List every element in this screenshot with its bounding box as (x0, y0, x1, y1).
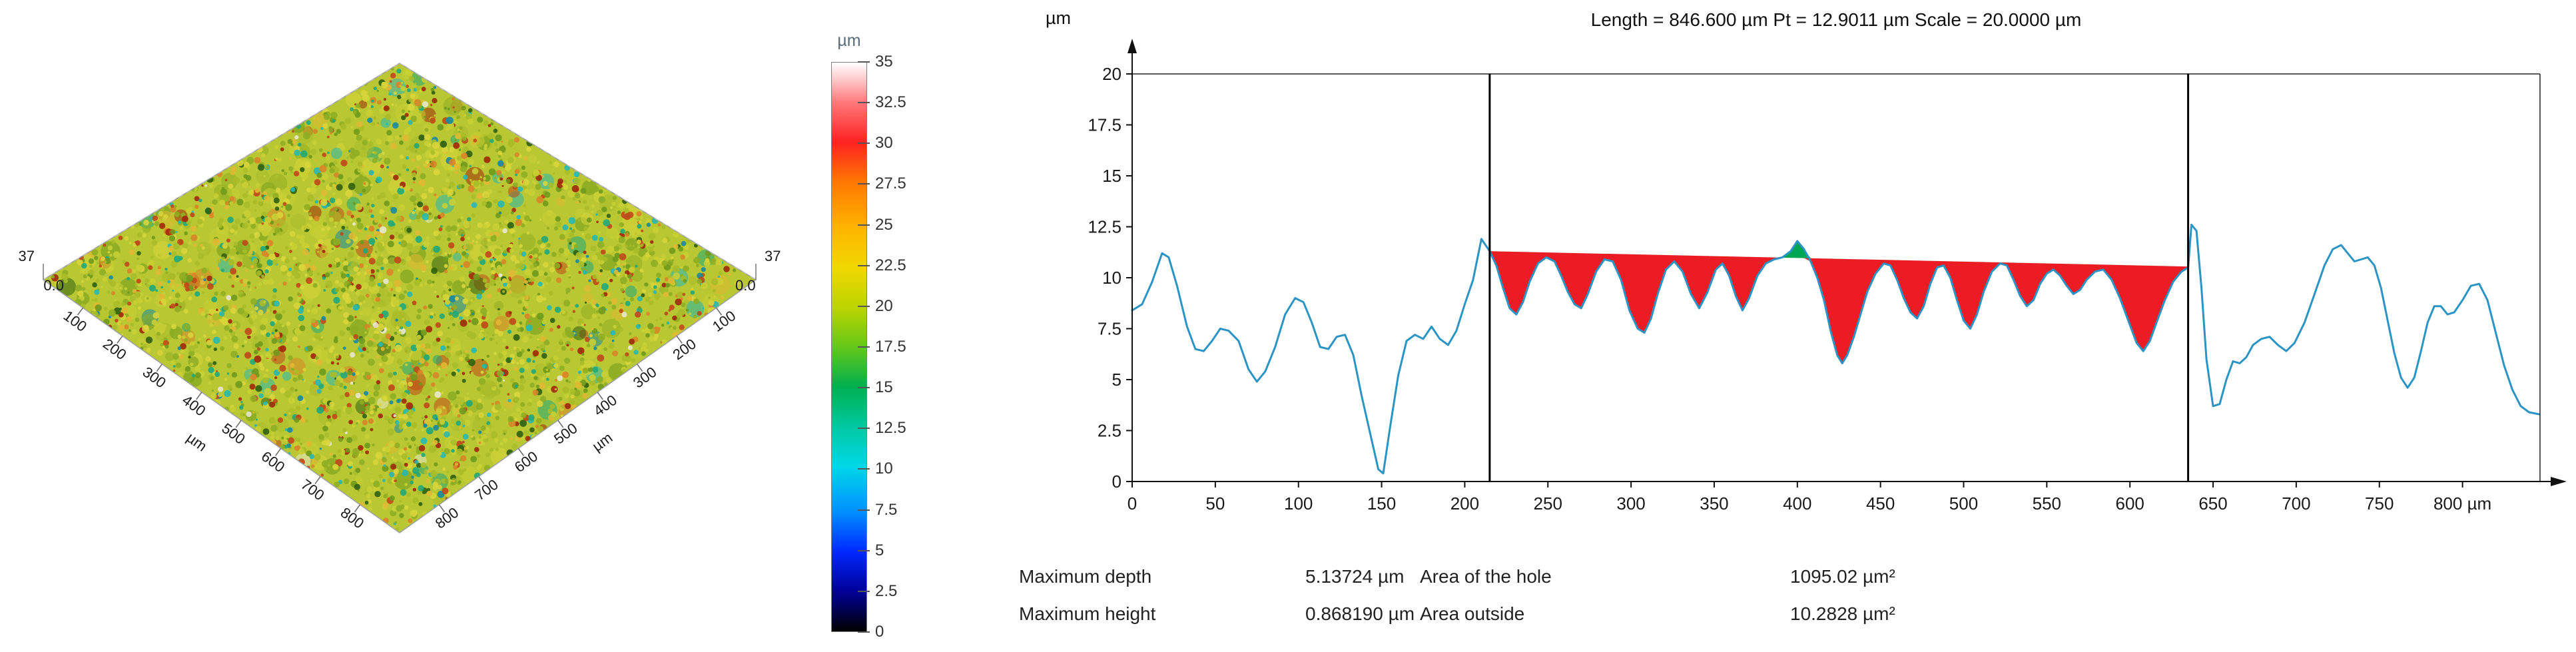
y-edge-tick-label: 400 (591, 392, 620, 420)
x-tick-label: 200 (1450, 493, 1479, 513)
colorbar-tick-label: 2.5 (875, 582, 897, 601)
colorbar-tick-label: 5 (875, 541, 884, 560)
x-edge-tick-label: 100 (61, 307, 90, 335)
z-min-label-right: 0.0 (735, 277, 756, 294)
colorbar-tick-label: 35 (875, 53, 893, 71)
z-max-label-right: 37 (765, 248, 781, 264)
colorbar-ticks: 35 32.5 30 27.5 25 22.5 20 17.5 15 12.5 10 7.5 5 2.5 0 (831, 62, 955, 632)
y-tick-label: 7.5 (1098, 319, 1122, 339)
colorbar-tick (858, 224, 870, 226)
colorbar-tick (858, 387, 870, 388)
colorbar-tick-label: 20 (875, 297, 893, 316)
colorbar-tick-label: 7.5 (875, 501, 897, 519)
y-tick-label: 10 (1102, 268, 1122, 288)
x-edge-tick-label: 700 (298, 476, 327, 504)
x-tick-label: 300 (1616, 493, 1645, 513)
colorbar-tick (858, 468, 870, 470)
z-max-label-left: 37 (19, 248, 35, 264)
colorbar-tick-label: 22.5 (875, 256, 906, 275)
colorbar-tick-label: 30 (875, 134, 893, 153)
colorbar-tick-label: 10 (875, 460, 893, 478)
colorbar-tick-label: 32.5 (875, 93, 906, 112)
outside-area-value: 10.2828 µm² (1790, 603, 1895, 625)
colorbar-tick-label: 15 (875, 378, 893, 397)
colorbar-tick (858, 183, 870, 184)
colorbar-tick (858, 102, 870, 103)
x-tick-label: 100 (1284, 493, 1313, 513)
x-edge-tick-label: 400 (179, 392, 208, 420)
x-edge-tick-label: 200 (100, 335, 129, 363)
y-tick-label: 20 (1102, 64, 1122, 84)
y-tick-label: 5 (1112, 370, 1122, 390)
y-edge-tick-label: 500 (551, 420, 580, 448)
y-tick-label: 12.5 (1088, 217, 1122, 237)
colorbar-tick (858, 591, 870, 592)
colorbar-tick (858, 306, 870, 307)
hole-area-fill (1490, 251, 2188, 363)
z-min-label-left: 0.0 (43, 277, 64, 294)
colorbar-tick-label: 0 (875, 623, 884, 641)
colorbar-tick (858, 428, 870, 429)
x-tick-label: 550 (2033, 493, 2061, 513)
x-tick-label: 650 (2198, 493, 2227, 513)
x-tick-label: 250 (1534, 493, 1562, 513)
y-tick-label: 0 (1112, 472, 1122, 491)
colorbar-tick (858, 265, 870, 266)
surface-metrology-screen: { "measurements": { "r1c1_label": "Maxim… (0, 0, 2576, 652)
max-depth-label: Maximum depth (1019, 566, 1151, 587)
colorbar-tick-label: 25 (875, 216, 893, 234)
height-colorbar: µm 35 32.5 30 27.5 25 22.5 20 17.5 15 12.5 10 7.5 5 2… (831, 23, 991, 649)
colorbar-tick-label: 12.5 (875, 419, 906, 438)
y-tick-label: 15 (1102, 166, 1122, 186)
colorbar-tick (858, 509, 870, 511)
colorbar-tick (858, 61, 870, 63)
x-tick-label: 700 (2282, 493, 2310, 513)
colorbar-tick (858, 631, 870, 633)
colorbar-tick (858, 143, 870, 144)
x-tick-label: 400 (1783, 493, 1811, 513)
x-edge-unit-label: µm (184, 429, 210, 454)
profile-plot[interactable]: 02.557.51012.51517.5200 50 100 150 200 250 300… (999, 0, 2576, 533)
y-edge-unit-label: µm (589, 429, 615, 454)
y-edge-tick-label: 800 (432, 504, 462, 532)
x-tick-label: 600 (2116, 493, 2144, 513)
y-edge-tick-label: 300 (630, 364, 659, 392)
x-edge-tick-label: 800 (338, 504, 367, 532)
x-tick-label: 750 (2365, 493, 2394, 513)
colorbar-tick-label: 27.5 (875, 174, 906, 193)
max-height-value: 0.868190 µm (1305, 603, 1415, 625)
x-tick-label: 800 µm (2433, 493, 2491, 513)
y-edge-tick-label: 200 (670, 335, 699, 363)
colorbar-unit-label: µm (831, 31, 867, 51)
hole-area-label: Area of the hole (1420, 566, 1552, 587)
y-edge-tick-label: 700 (472, 476, 501, 504)
x-axis-arrow (2551, 477, 2567, 486)
profile-chart-panel: Length = 846.600 µm Pt = 12.9011 µm Scal… (999, 0, 2576, 652)
hole-area-value: 1095.02 µm² (1790, 566, 1895, 587)
x-tick-label: 150 (1367, 493, 1396, 513)
x-tick-label: 450 (1866, 493, 1895, 513)
x-edge-tick-label: 500 (218, 420, 248, 448)
y-edge-tick-label: 600 (511, 448, 541, 476)
colorbar-tick (858, 346, 870, 348)
y-axis-arrow (1127, 39, 1137, 53)
x-tick-label: 0 (1127, 493, 1137, 513)
x-tick-label: 500 (1949, 493, 1978, 513)
max-height-label: Maximum height (1019, 603, 1155, 625)
x-edge-tick-label: 300 (140, 364, 169, 392)
y-tick-label: 17.5 (1088, 115, 1122, 135)
colorbar-tick (858, 550, 870, 551)
x-tick-label: 50 (1205, 493, 1225, 513)
outside-area-label: Area outside (1420, 603, 1524, 625)
y-edge-tick-label: 100 (709, 307, 739, 335)
y-tick-label: 2.5 (1098, 421, 1122, 441)
x-tick-label: 350 (1700, 493, 1728, 513)
colorbar-tick-label: 17.5 (875, 338, 906, 356)
max-depth-value: 5.13724 µm (1305, 566, 1404, 587)
x-edge-tick-label: 600 (258, 448, 288, 476)
